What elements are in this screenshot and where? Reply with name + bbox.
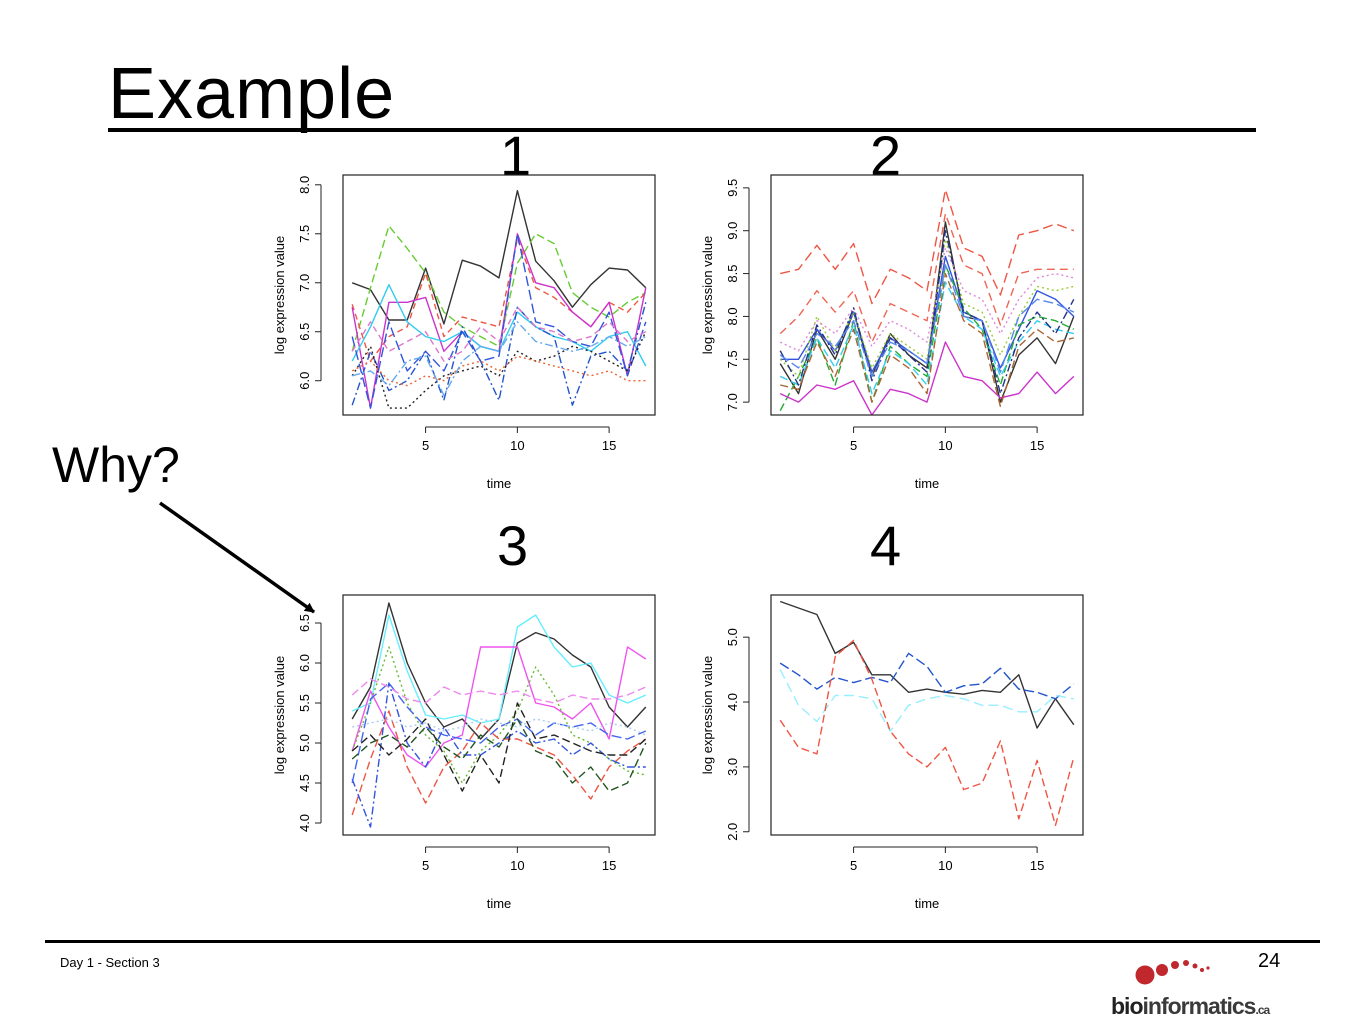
series-line-7 xyxy=(351,702,647,792)
y-tick-label: 9.0 xyxy=(725,222,740,240)
y-axis-label: log expression value xyxy=(272,656,287,775)
series-line-9 xyxy=(779,247,1074,352)
series-line-5 xyxy=(779,264,1075,412)
series-line-9 xyxy=(351,678,647,704)
footer-rule xyxy=(45,940,1320,943)
panel-number-4: 4 xyxy=(870,514,902,577)
x-tick-label: 15 xyxy=(602,438,616,453)
y-tick-label: 7.5 xyxy=(297,225,312,243)
y-tick-label: 8.5 xyxy=(725,265,740,283)
y-tick-label: 6.0 xyxy=(297,372,312,390)
y-tick-label: 8.0 xyxy=(297,176,312,194)
footer-section-label: Day 1 - Section 3 xyxy=(60,955,160,970)
x-tick-label: 5 xyxy=(422,858,429,873)
why-label: Why? xyxy=(52,437,180,493)
series-line-2 xyxy=(351,225,647,352)
panel-number-3: 3 xyxy=(497,514,529,577)
y-tick-label: 7.0 xyxy=(725,393,740,411)
series-line-1 xyxy=(351,190,647,325)
series-line-9 xyxy=(351,331,647,409)
x-tick-label: 5 xyxy=(422,438,429,453)
x-tick-label: 10 xyxy=(510,438,524,453)
x-tick-label: 15 xyxy=(1030,438,1044,453)
series-line-3 xyxy=(779,669,1074,732)
series-line-10 xyxy=(351,355,646,387)
x-tick-label: 10 xyxy=(938,858,952,873)
y-tick-label: 3.0 xyxy=(725,758,740,776)
plot-frame xyxy=(342,594,656,836)
page-number: 24 xyxy=(1258,950,1281,972)
chart-panel-4: 2.0 3.0 4.0 5.0 log expression value 5 10 15 tim… xyxy=(700,594,1084,911)
series-line-6 xyxy=(779,341,1075,415)
y-axis-label: log expression value xyxy=(272,236,287,355)
y-tick-label: 5.0 xyxy=(297,734,312,752)
slide-title: Example xyxy=(108,54,396,134)
series-line-10 xyxy=(779,229,1075,395)
chart-panel-1: 6.0 6.5 7.0 7.5 8.0 log expression value 5 10 15… xyxy=(272,174,656,491)
series-line-4 xyxy=(351,646,646,784)
x-tick-label: 10 xyxy=(510,858,524,873)
y-tick-label: 9.5 xyxy=(725,179,740,197)
logo-wordmark: bioinformatics.ca xyxy=(1111,993,1270,1019)
y-tick-label: 7.0 xyxy=(297,274,312,292)
series-line-6 xyxy=(351,233,647,409)
chart-panel-2: 7.0 7.5 8.0 8.5 9.0 9.5 log expression value 5 1… xyxy=(700,174,1084,491)
y-tick-label: 2.0 xyxy=(725,823,740,841)
series-line-8 xyxy=(779,238,1074,378)
panel-number-2: 2 xyxy=(870,124,902,187)
y-tick-label: 6.5 xyxy=(297,323,312,341)
x-axis-label: time xyxy=(915,896,940,911)
y-tick-label: 6.5 xyxy=(297,614,312,632)
series-line-3 xyxy=(351,237,647,362)
series-line-11 xyxy=(779,264,1075,378)
series-line-12 xyxy=(780,272,1074,408)
series-line-6 xyxy=(351,682,646,828)
series-line-2 xyxy=(779,212,1074,343)
x-tick-label: 10 xyxy=(938,438,952,453)
x-tick-label: 15 xyxy=(1030,858,1044,873)
y-tick-label: 5.5 xyxy=(297,694,312,712)
series-line-2 xyxy=(351,614,647,724)
y-tick-label: 7.5 xyxy=(725,350,740,368)
x-axis-label: time xyxy=(487,896,512,911)
x-tick-label: 5 xyxy=(850,858,857,873)
chart-panel-3: 4.0 4.5 5.0 5.5 6.0 6.5 log expression value 5 1… xyxy=(272,594,656,911)
series-line-1 xyxy=(779,600,1075,729)
series-line-5 xyxy=(351,283,647,367)
series-line-10 xyxy=(351,718,647,792)
series-line-4 xyxy=(779,639,1075,827)
series-line-8 xyxy=(351,306,647,362)
series-line-5 xyxy=(351,710,647,816)
panel-number-1: 1 xyxy=(500,124,532,187)
series-line-3 xyxy=(351,646,647,768)
series-line-11 xyxy=(352,321,647,397)
series-line-2 xyxy=(779,652,1075,700)
x-tick-label: 15 xyxy=(602,858,616,873)
y-tick-label: 4.0 xyxy=(725,693,740,711)
bioinformatics-logo: bioinformatics.ca xyxy=(1105,955,1335,1024)
logo-dots-icon xyxy=(1135,960,1210,985)
y-axis-label: log expression value xyxy=(700,656,715,775)
series-line-11 xyxy=(352,718,647,736)
x-axis-label: time xyxy=(487,476,512,491)
plot-frame xyxy=(342,174,656,416)
y-axis-label: log expression value xyxy=(700,236,715,355)
y-tick-label: 8.0 xyxy=(725,307,740,325)
y-tick-label: 5.0 xyxy=(725,628,740,646)
y-tick-label: 4.5 xyxy=(297,774,312,792)
plot-frame xyxy=(770,594,1084,836)
series-line-1 xyxy=(780,188,1075,305)
y-tick-label: 6.0 xyxy=(297,654,312,672)
title-underline xyxy=(108,128,1256,132)
plot-frame xyxy=(770,174,1084,416)
series-line-8 xyxy=(351,682,647,784)
y-tick-label: 4.0 xyxy=(297,814,312,832)
x-axis-label: time xyxy=(915,476,940,491)
x-tick-label: 5 xyxy=(850,438,857,453)
